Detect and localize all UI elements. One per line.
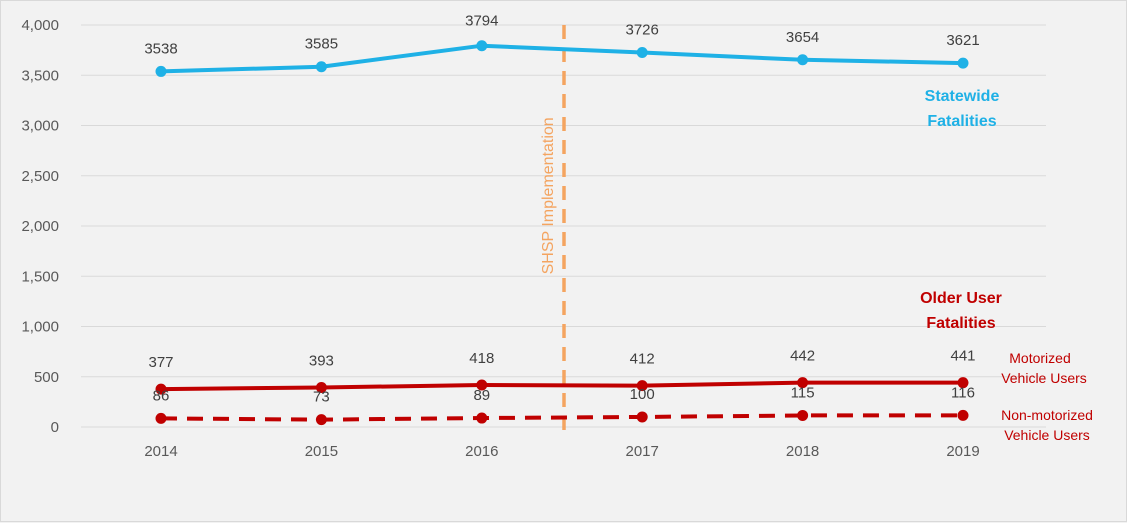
data-label: 73 [313, 389, 330, 406]
y-tick-label: 0 [51, 419, 59, 436]
data-label: 3794 [465, 13, 498, 30]
y-tick-label: 1,000 [21, 319, 59, 336]
data-point [797, 409, 809, 421]
older-user-label-line2: Fatalities [926, 315, 995, 332]
x-tick-label: 2016 [465, 443, 498, 460]
data-label: 418 [469, 350, 494, 367]
data-point [636, 411, 648, 423]
y-tick-label: 1,500 [21, 268, 59, 285]
data-point [476, 40, 488, 52]
data-label: 3585 [305, 36, 338, 53]
y-tick-label: 2,000 [21, 218, 59, 235]
data-point [636, 380, 648, 392]
data-point [797, 377, 809, 389]
data-label: 100 [630, 386, 655, 403]
x-tick-label: 2018 [786, 443, 819, 460]
data-label: 86 [153, 387, 170, 404]
data-point [476, 379, 488, 391]
nonmotorized-label-line2: Vehicle Users [1004, 427, 1090, 443]
data-point [155, 383, 167, 395]
data-point [636, 47, 648, 59]
statewide-label-line2: Fatalities [927, 113, 996, 130]
data-point [797, 54, 809, 66]
series-line-0 [160, 43, 964, 74]
series-line-1 [160, 380, 964, 392]
data-label: 442 [790, 348, 815, 365]
y-tick-label: 4,000 [21, 17, 59, 34]
motorized-label-line1: Motorized [1009, 350, 1070, 366]
statewide-label-line1: Statewide [925, 88, 1000, 105]
y-tick-label: 3,000 [21, 118, 59, 135]
older-user-label-line1: Older User [920, 290, 1002, 307]
series-line-2 [160, 413, 964, 422]
data-label: 3538 [144, 40, 177, 57]
motorized-label-line2: Vehicle Users [1001, 370, 1087, 386]
data-label: 412 [630, 351, 655, 368]
data-label: 3726 [626, 22, 659, 39]
x-tick-label: 2019 [946, 443, 979, 460]
data-label: 116 [951, 384, 975, 401]
data-label: 3621 [946, 32, 979, 49]
y-tick-label: 2,500 [21, 168, 59, 185]
data-label: 393 [309, 353, 334, 370]
data-label: 115 [791, 384, 815, 401]
data-point [957, 57, 969, 69]
x-tick-label: 2014 [144, 443, 177, 460]
data-label: 89 [473, 387, 490, 404]
data-point [315, 61, 327, 73]
data-label: 377 [148, 354, 173, 371]
y-tick-label: 500 [34, 369, 59, 386]
data-point [957, 409, 969, 421]
x-tick-label: 2017 [626, 443, 659, 460]
y-tick-label: 3,500 [21, 67, 59, 84]
data-point [155, 65, 167, 77]
data-label: 441 [950, 348, 975, 365]
shsp-implementation-label: SHSP Implementation [540, 117, 557, 274]
nonmotorized-label-line1: Non-motorized [1001, 407, 1093, 423]
data-point [957, 377, 969, 389]
data-label: 3654 [786, 29, 819, 46]
data-point [155, 412, 167, 424]
data-point [315, 414, 327, 426]
x-tick-label: 2015 [305, 443, 338, 460]
data-point [315, 382, 327, 394]
data-point [476, 412, 488, 424]
